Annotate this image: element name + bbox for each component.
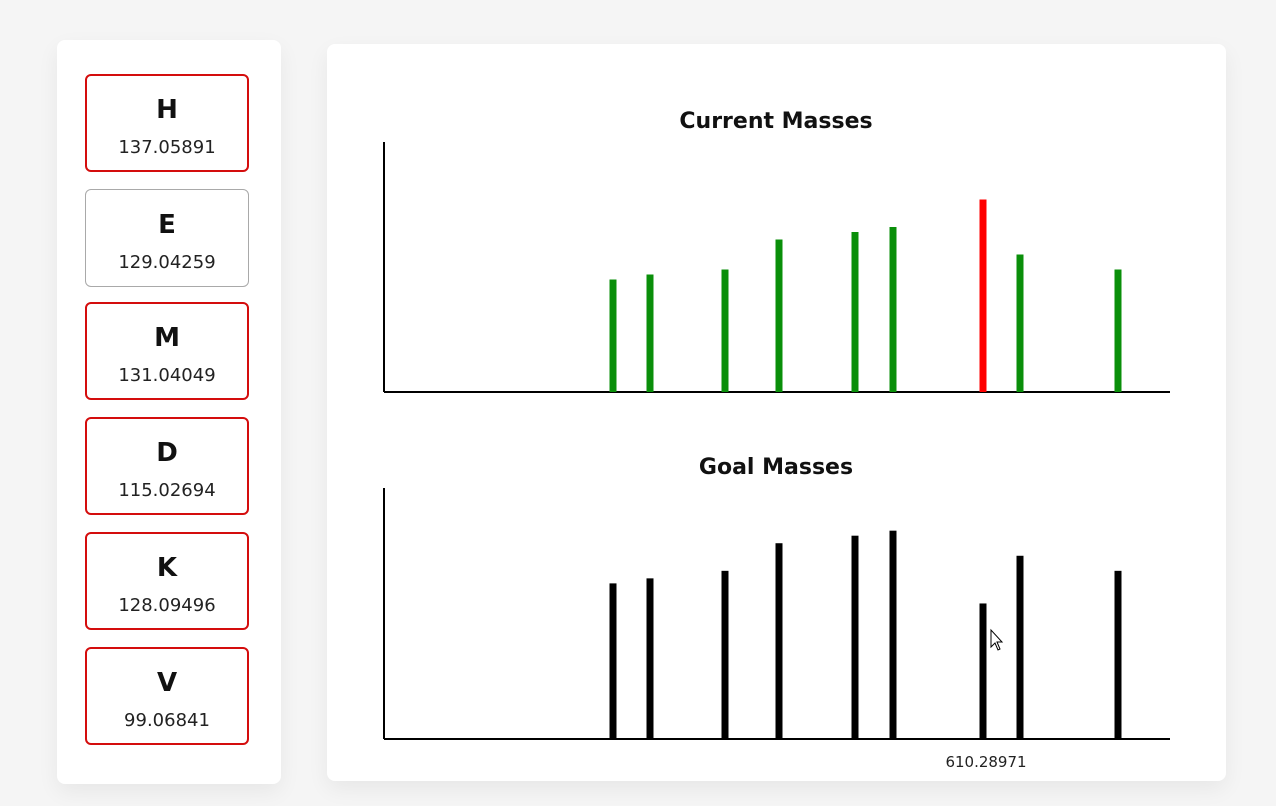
amino-acid-mass: 137.05891 [118,137,216,158]
amino-acid-card-d[interactable]: D 115.02694 [85,417,249,515]
current-mass-peak [646,274,654,392]
amino-acid-sidebar: H 137.05891 E 129.04259 M 131.04049 D 11… [57,40,281,784]
current-mass-peak [775,239,783,392]
amino-acid-letter: K [156,553,178,583]
amino-acid-mass: 129.04259 [118,252,216,273]
amino-acid-card-k[interactable]: K 128.09496 [85,532,249,630]
current-mass-peak [1016,254,1024,392]
goal-mass-peak[interactable] [775,543,783,739]
goal-mass-peak[interactable] [979,603,987,739]
goal-mass-peak[interactable] [1016,555,1024,739]
goal-mass-peak[interactable] [889,530,897,739]
amino-acid-mass: 99.06841 [124,710,210,731]
goal-mass-peak[interactable] [851,535,859,739]
amino-acid-mass: 115.02694 [118,480,216,501]
current-mass-peak [1114,269,1122,392]
current-mass-peak [979,199,987,392]
mass-spectrum-panel: Current Masses Goal Masses 610.28971 [327,44,1226,781]
mouse-cursor-icon [990,628,1004,651]
current-masses-chart [383,142,1170,393]
amino-acid-letter: E [158,210,176,240]
amino-acid-mass: 128.09496 [118,595,216,616]
mass-spectrum-charts: Current Masses Goal Masses 610.28971 [383,109,1170,771]
amino-acid-mass: 131.04049 [118,365,216,386]
amino-acid-letter: D [156,438,178,468]
amino-acid-card-v[interactable]: V 99.06841 [85,647,249,745]
goal-mass-peak[interactable] [609,583,617,739]
amino-acid-card-h[interactable]: H 137.05891 [85,74,249,172]
current-mass-peak [851,232,859,392]
amino-acid-card-e[interactable]: E 129.04259 [85,189,249,287]
current-mass-peak [889,227,897,392]
current-mass-peak [721,269,729,392]
goal-masses-title: Goal Masses [699,455,853,480]
amino-acid-card-m[interactable]: M 131.04049 [85,302,249,400]
amino-acid-letter: H [156,95,178,125]
current-mass-peak [609,279,617,392]
amino-acid-letter: M [154,323,180,353]
goal-mass-peak[interactable] [646,578,654,739]
amino-acid-letter: V [156,668,178,698]
goal-masses-chart[interactable] [383,488,1170,740]
goal-mass-peak[interactable] [721,570,729,739]
current-masses-title: Current Masses [679,109,872,134]
hover-mass-label: 610.28971 [945,753,1026,771]
goal-mass-peak[interactable] [1114,570,1122,739]
